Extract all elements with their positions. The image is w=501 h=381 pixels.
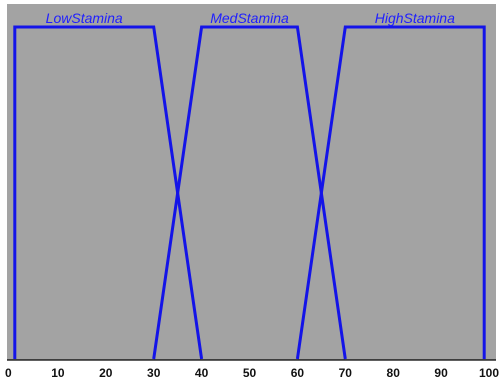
x-tick-label: 10 <box>51 366 65 380</box>
x-tick-label: 40 <box>195 366 209 380</box>
series-label-highstamina: HighStamina <box>375 10 455 26</box>
x-tick-label: 80 <box>387 366 401 380</box>
x-tick-label: 60 <box>291 366 305 380</box>
x-tick-label: 20 <box>99 366 113 380</box>
x-tick-label: 0 <box>5 366 12 380</box>
x-tick-label: 100 <box>479 366 499 380</box>
series-label-lowstamina: LowStamina <box>46 10 123 26</box>
x-tick-label: 90 <box>434 366 448 380</box>
series-label-layer: LowStamina MedStamina HighStamina <box>46 10 455 26</box>
x-tick-label: 50 <box>243 366 257 380</box>
series-label-medstamina: MedStamina <box>210 10 289 26</box>
x-tick-label: 30 <box>147 366 161 380</box>
x-tick-layer: 0 10 20 30 40 50 60 70 80 90 100 <box>5 366 499 380</box>
plot-background <box>7 4 496 360</box>
x-tick-label: 70 <box>339 366 353 380</box>
